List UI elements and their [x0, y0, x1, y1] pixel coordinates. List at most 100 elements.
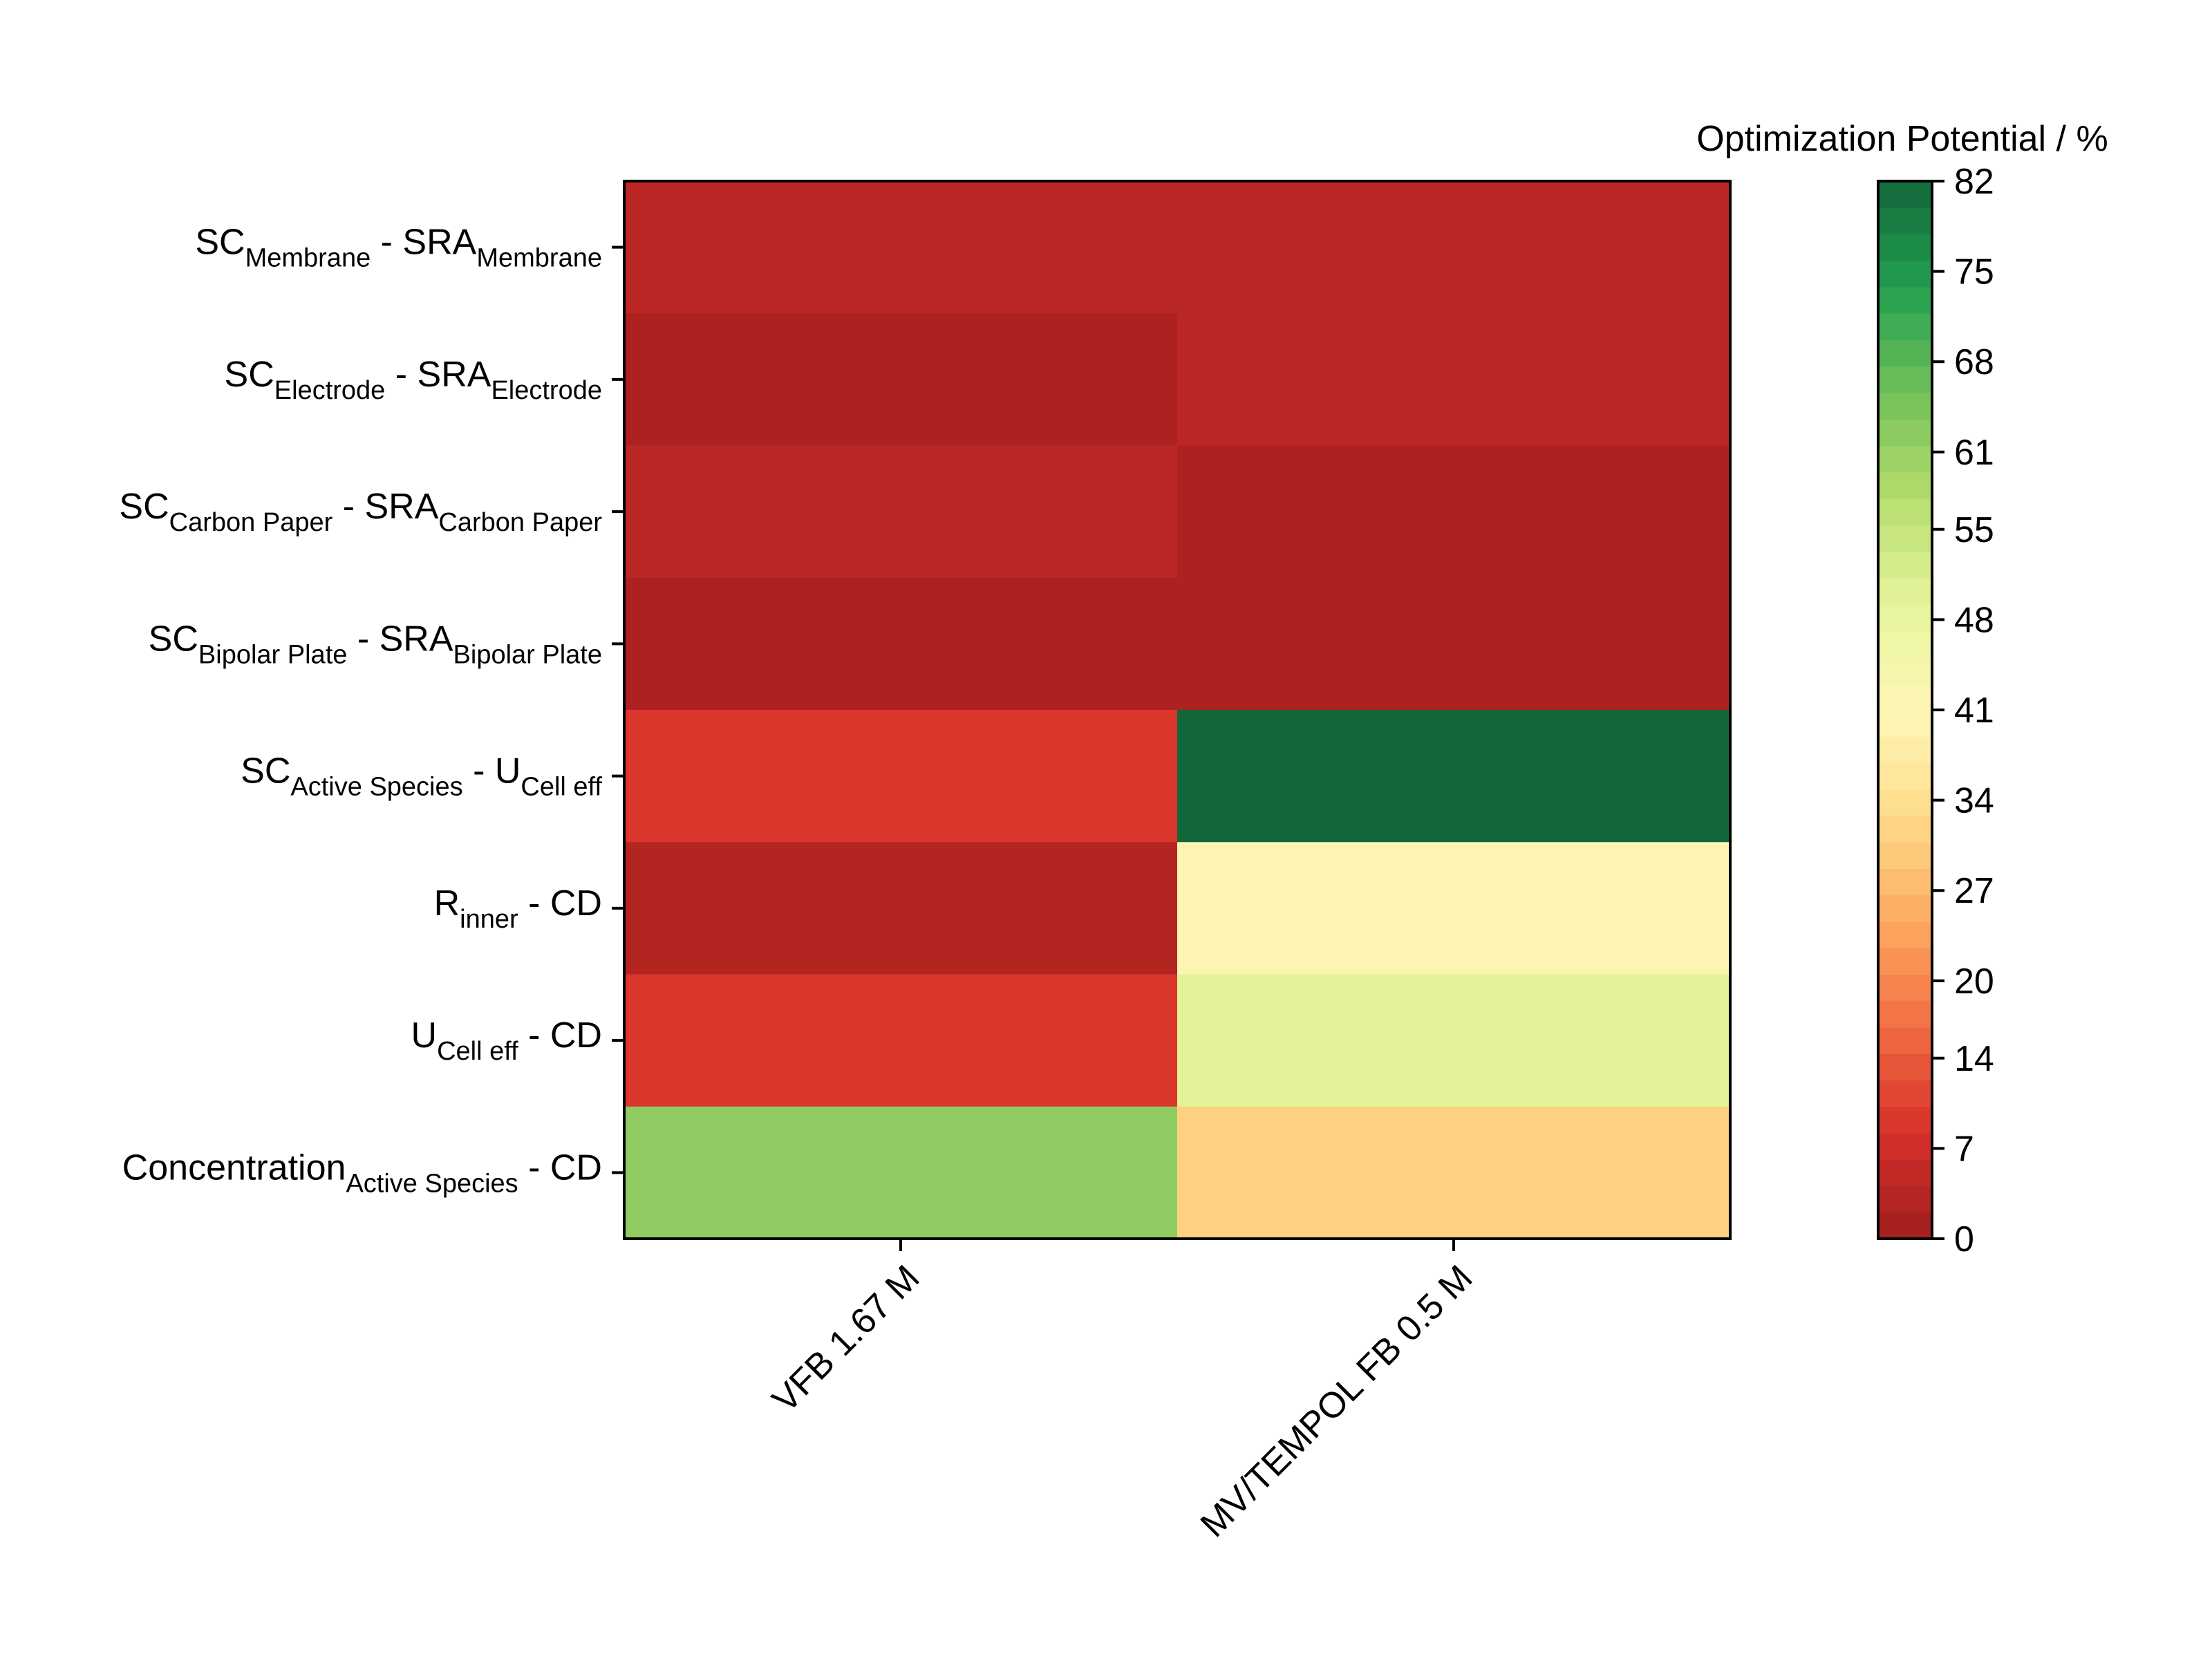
colorbar-segment [1878, 974, 1932, 1002]
colorbar-segment [1878, 630, 1932, 658]
colorbar-tick-label: 75 [1954, 252, 1994, 292]
y-label-main: - SRA [332, 487, 438, 527]
heatmap-cell-r1-c1 [1177, 313, 1731, 446]
colorbar-title: Optimization Potential / % [1696, 119, 2108, 159]
colorbar-segment [1878, 868, 1932, 896]
colorbar-segment [1878, 181, 1932, 208]
x-axis: VFB 1.67 M MV/TEMPOL FB 0.5 M [765, 1239, 1480, 1545]
colorbar-segment [1878, 736, 1932, 764]
colorbar-tick-label: 14 [1954, 1039, 1994, 1079]
colorbar-segment [1878, 207, 1932, 235]
heatmap-cell-r5-c0 [624, 842, 1178, 975]
y-label-subscript: inner [460, 905, 518, 934]
y-label-main: - U [463, 751, 521, 791]
heatmap-cells [624, 181, 1731, 1239]
colorbar-segment [1878, 1185, 1932, 1213]
y-label-subscript: Cell eff [437, 1037, 518, 1066]
colorbar-segment [1878, 1080, 1932, 1107]
y-label-main: Concentration [122, 1147, 346, 1188]
colorbar-segment [1878, 393, 1932, 420]
y-label-main: - SRA [371, 223, 476, 263]
y-tick-label: SCElectrode - SRAElectrode [225, 355, 602, 405]
heatmap-cell-r7-c0 [624, 1106, 1178, 1239]
heatmap-cell-r4-c1 [1177, 710, 1731, 843]
y-label-subscript: Bipolar Plate [198, 640, 347, 669]
colorbar-segment [1878, 1027, 1932, 1054]
colorbar-segment [1878, 604, 1932, 631]
colorbar-segment [1878, 683, 1932, 711]
colorbar-tick-label: 27 [1954, 871, 1994, 911]
y-label-main: - CD [518, 883, 602, 924]
heatmap-cell-r3-c0 [624, 577, 1178, 711]
plot-frame [623, 180, 1732, 1240]
colorbar-segment [1878, 921, 1932, 948]
heatmap-cell-r2-c1 [1177, 445, 1731, 579]
x-tick-label: MV/TEMPOL FB 0.5 M [1193, 1257, 1481, 1545]
y-tick-label: SCMembrane - SRAMembrane [195, 223, 602, 273]
colorbar-segment [1878, 710, 1932, 737]
colorbar-segment [1878, 1106, 1932, 1134]
colorbar-tick-label: 7 [1954, 1129, 1974, 1169]
colorbar-segment [1878, 762, 1932, 790]
colorbar-segment [1878, 287, 1932, 314]
colorbar-tick-label: 34 [1954, 781, 1994, 821]
y-label-main: SC [119, 487, 169, 527]
y-tick-label: SCBipolar Plate - SRABipolar Plate [149, 619, 602, 669]
colorbar-segment [1878, 551, 1932, 579]
colorbar-segment [1878, 498, 1932, 525]
x-tick-label: VFB 1.67 M [765, 1257, 927, 1420]
colorbar-segment [1878, 789, 1932, 816]
colorbar-segment [1878, 313, 1932, 341]
colorbar-segment [1878, 894, 1932, 922]
y-label-subscript: Active Species [346, 1169, 518, 1198]
colorbar-segment [1878, 1159, 1932, 1187]
y-label-subscript: Carbon Paper [438, 508, 602, 537]
colorbar-tick-label: 61 [1954, 433, 1994, 473]
heatmap-cell-r1-c0 [624, 313, 1178, 446]
y-label-subscript: Carbon Paper [169, 508, 333, 537]
y-label-main: SC [241, 751, 290, 791]
colorbar-segment [1878, 816, 1932, 843]
colorbar-segment [1878, 1212, 1932, 1239]
colorbar-tick-label: 0 [1954, 1219, 1974, 1259]
y-label-main: SC [225, 355, 274, 395]
colorbar-tick-label: 20 [1954, 962, 1994, 1002]
colorbar-segment [1878, 419, 1932, 447]
colorbar: 0 7 14 20 27 34 41 48 55 61 68 75 82 [1877, 162, 1994, 1259]
heatmap-cell-r6-c0 [624, 974, 1178, 1107]
y-tick-label: UCell eff - CD [411, 1015, 602, 1066]
heatmap-cell-r0-c1 [1177, 181, 1731, 314]
y-tick-label: SCCarbon Paper - SRACarbon Paper [119, 487, 602, 537]
heatmap-cell-r0-c0 [624, 181, 1178, 314]
y-label-subscript: Membrane [476, 244, 602, 273]
colorbar-segment [1878, 260, 1932, 288]
colorbar-segment [1878, 657, 1932, 684]
heatmap-cell-r7-c1 [1177, 1106, 1731, 1239]
colorbar-tick-label: 48 [1954, 600, 1994, 640]
y-label-subscript: Membrane [245, 244, 371, 273]
colorbar-segment [1878, 948, 1932, 975]
colorbar-tick-label: 41 [1954, 691, 1994, 731]
colorbar-segment [1878, 445, 1932, 473]
heatmap-cell-r4-c0 [624, 710, 1178, 843]
y-label-main: - SRA [347, 619, 453, 659]
colorbar-tick-label: 82 [1954, 162, 1994, 202]
y-tick-label: Rinner - CD [434, 883, 602, 934]
y-label-main: SC [195, 223, 245, 263]
colorbar-segment [1878, 525, 1932, 552]
heatmap-cell-r6-c1 [1177, 974, 1731, 1107]
colorbar-segment [1878, 577, 1932, 605]
colorbar-segment [1878, 234, 1932, 261]
colorbar-segment [1878, 1133, 1932, 1160]
y-tick-label: SCActive Species - UCell eff [241, 751, 602, 802]
colorbar-segment [1878, 1053, 1932, 1081]
colorbar-tick-label: 68 [1954, 342, 1994, 382]
y-tick-label: ConcentrationActive Species - CD [122, 1147, 602, 1198]
y-label-subscript: Electrode [274, 376, 386, 405]
colorbar-segment [1878, 366, 1932, 393]
colorbar-segment [1878, 1000, 1932, 1028]
y-label-subscript: Cell eff [521, 773, 602, 802]
colorbar-segment [1878, 471, 1932, 499]
